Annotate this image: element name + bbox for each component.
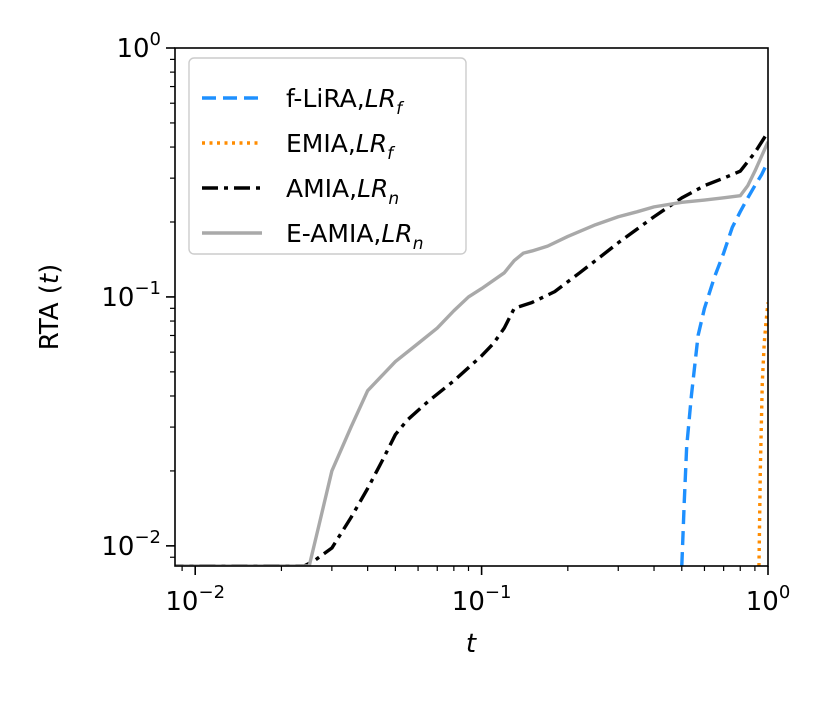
x-tick-label: 10−1 bbox=[452, 582, 512, 617]
legend-label: E-AMIA,LRn bbox=[286, 219, 423, 254]
legend-label: EMIA,LRf bbox=[286, 129, 396, 164]
series-line-4 bbox=[175, 141, 768, 566]
x-tick-label: 100 bbox=[746, 582, 791, 617]
legend-entry: E-AMIA,LRn bbox=[202, 219, 423, 254]
x-tick-label: 10−2 bbox=[165, 582, 225, 617]
series-line-3 bbox=[175, 131, 768, 566]
ticks-layer: 10−2 10−1 100 10−2 10−1 100 bbox=[101, 29, 790, 617]
plot-frame bbox=[174, 47, 769, 567]
legend: f-LiRA,LRf EMIA,LRf AMIA,LRn E-AMIA,LRn bbox=[188, 57, 467, 255]
legend-label: f-LiRA,LRf bbox=[286, 84, 405, 119]
y-tick-label: 100 bbox=[116, 29, 161, 64]
legend-entry: EMIA,LRf bbox=[202, 129, 396, 164]
series-layer bbox=[175, 131, 768, 566]
axis-titles: t RTA (t) bbox=[35, 264, 477, 659]
y-tick-label: 10−2 bbox=[101, 527, 161, 562]
y-tick-label: 10−1 bbox=[101, 278, 161, 313]
series-line-1 bbox=[680, 160, 768, 566]
series-line-2 bbox=[757, 302, 768, 566]
legend-entry: AMIA,LRn bbox=[202, 174, 399, 209]
x-axis-label: t bbox=[466, 629, 477, 659]
y-axis-label: RTA (t) bbox=[35, 264, 65, 351]
legend-entry: f-LiRA,LRf bbox=[202, 84, 405, 119]
legend-box bbox=[188, 57, 467, 255]
legend-label: AMIA,LRn bbox=[286, 174, 399, 209]
